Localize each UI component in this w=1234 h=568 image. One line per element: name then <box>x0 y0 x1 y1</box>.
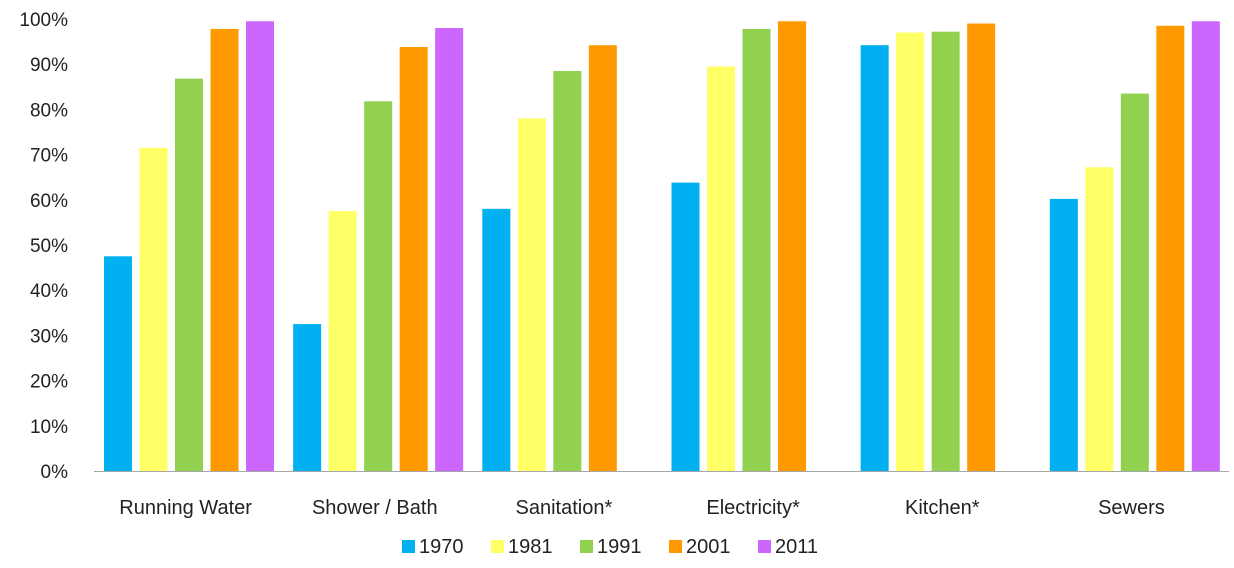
bar-1981-0 <box>139 147 168 471</box>
y-tick-label: 60% <box>30 191 68 212</box>
legend: 1970 1981 1991 2001 2011 <box>402 536 818 558</box>
bar-1991-0 <box>175 78 203 471</box>
legend-swatch-2001 <box>669 540 682 553</box>
bar-1970-3 <box>671 182 700 471</box>
bar-1991-5 <box>1120 93 1149 471</box>
bar-2011-0 <box>246 21 274 471</box>
y-tick-label: 30% <box>30 326 68 347</box>
bar-1991-4 <box>931 31 960 471</box>
y-tick-label: 90% <box>30 55 68 76</box>
bar-1991-3 <box>742 28 771 471</box>
y-tick-label: 0% <box>41 462 69 483</box>
bar-2001-1 <box>399 47 428 472</box>
x-category-label: Electricity* <box>706 497 800 519</box>
bar-1981-5 <box>1085 167 1114 472</box>
bar-1981-4 <box>896 32 925 472</box>
y-tick-label: 20% <box>30 372 68 393</box>
legend-swatch-1981 <box>491 540 504 553</box>
bar-2001-4 <box>967 23 996 472</box>
legend-label: 2011 <box>775 536 818 558</box>
bar-2001-3 <box>778 21 806 471</box>
y-tick-label: 40% <box>30 281 68 302</box>
bar-1991-2 <box>553 70 582 471</box>
bars <box>104 21 1220 472</box>
bar-1970-1 <box>293 324 322 471</box>
legend-label: 2001 <box>686 536 731 558</box>
legend-label: 1991 <box>597 536 642 558</box>
y-tick-label: 100% <box>19 10 68 31</box>
bar-1970-2 <box>482 208 511 471</box>
y-tick-label: 70% <box>30 146 68 167</box>
y-axis-ticks: 0% 10% 20% 30% 40% 50% 60% 70% 80% 90% 100% <box>19 10 68 483</box>
y-tick-label: 50% <box>30 236 68 257</box>
bar-1970-4 <box>860 45 889 471</box>
bar-1981-1 <box>328 211 357 471</box>
legend-label: 1981 <box>508 536 553 558</box>
legend-swatch-2011 <box>758 540 771 553</box>
legend-swatch-1991 <box>580 540 593 553</box>
bar-2011-5 <box>1191 21 1220 471</box>
bar-1970-5 <box>1049 198 1078 471</box>
bar-2001-0 <box>210 28 239 471</box>
legend-swatch-1970 <box>402 540 415 553</box>
x-axis-category-labels: Running Water Shower / Bath Sanitation* Ele… <box>119 497 1165 519</box>
y-tick-label: 80% <box>30 100 68 121</box>
x-category-label: Kitchen* <box>905 497 980 519</box>
bar-1981-3 <box>707 66 735 472</box>
bar-2001-5 <box>1156 25 1185 472</box>
x-category-label: Shower / Bath <box>312 497 438 519</box>
bar-1970-0 <box>104 256 132 471</box>
x-category-label: Sewers <box>1098 497 1165 519</box>
bar-2001-2 <box>588 45 617 471</box>
x-category-label: Running Water <box>119 497 252 519</box>
y-tick-label: 10% <box>30 417 68 438</box>
bar-2011-1 <box>435 28 464 471</box>
x-category-label: Sanitation* <box>516 497 613 519</box>
bar-1991-1 <box>364 101 393 471</box>
legend-label: 1970 <box>419 536 464 558</box>
bar-1981-2 <box>517 118 546 471</box>
